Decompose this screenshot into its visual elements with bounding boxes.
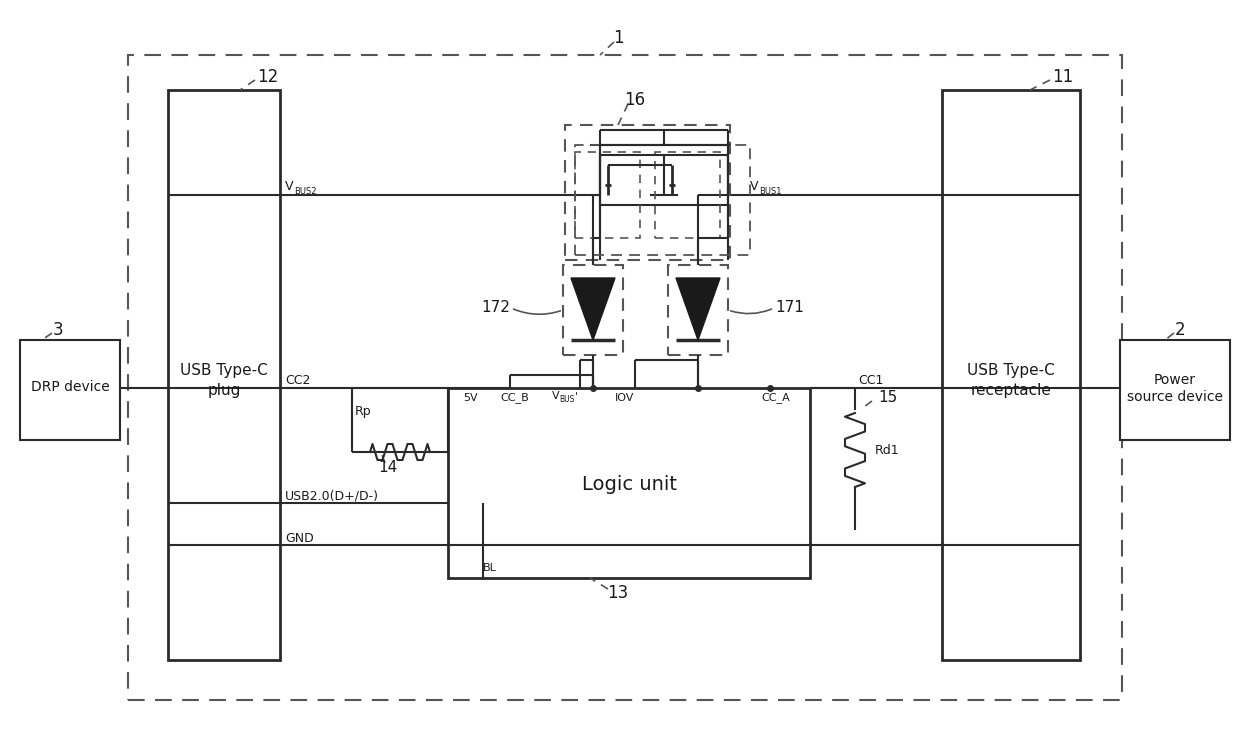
Text: 13: 13 <box>608 584 629 602</box>
Bar <box>575 152 640 238</box>
Text: 171: 171 <box>775 300 804 316</box>
Bar <box>1120 340 1230 440</box>
Bar <box>448 388 810 578</box>
Text: plug: plug <box>207 382 241 398</box>
Text: 12: 12 <box>258 68 279 86</box>
Polygon shape <box>676 278 720 340</box>
Text: CC_A: CC_A <box>761 393 790 404</box>
Text: USB2.0(D+/D-): USB2.0(D+/D-) <box>285 490 379 503</box>
Text: V: V <box>750 181 759 194</box>
Text: BUS1: BUS1 <box>759 187 781 197</box>
Text: Rp: Rp <box>355 405 372 418</box>
Text: 14: 14 <box>378 459 398 474</box>
Bar <box>575 145 750 255</box>
Bar <box>565 125 730 260</box>
Text: GND: GND <box>285 531 314 545</box>
Text: 16: 16 <box>625 91 646 109</box>
Polygon shape <box>570 278 615 340</box>
Text: CC1: CC1 <box>858 374 883 388</box>
Text: Power: Power <box>1154 373 1197 387</box>
Text: USB Type-C: USB Type-C <box>180 363 268 377</box>
Bar <box>563 265 622 355</box>
Bar <box>20 340 120 440</box>
Text: BL: BL <box>484 563 497 573</box>
Bar <box>128 55 1122 700</box>
Text: source device: source device <box>1127 390 1223 404</box>
Text: 15: 15 <box>878 390 898 405</box>
Text: 5V: 5V <box>463 393 477 403</box>
Text: CC_B: CC_B <box>500 393 528 404</box>
Text: Rd1: Rd1 <box>875 443 900 457</box>
Text: Logic unit: Logic unit <box>582 476 677 495</box>
Text: V: V <box>285 181 294 194</box>
Text: 1: 1 <box>613 29 624 47</box>
Bar <box>167 90 280 660</box>
Text: ': ' <box>575 391 578 401</box>
Text: CC2: CC2 <box>285 374 310 388</box>
Text: V: V <box>552 391 559 401</box>
Text: 2: 2 <box>1174 321 1185 339</box>
Bar <box>668 265 728 355</box>
Text: IOV: IOV <box>615 393 635 403</box>
Text: 11: 11 <box>1053 68 1074 86</box>
Text: BUS2: BUS2 <box>294 187 316 197</box>
Text: BUS: BUS <box>559 394 574 404</box>
Text: 172: 172 <box>481 300 510 316</box>
Bar <box>655 152 720 238</box>
Text: DRP device: DRP device <box>31 380 109 394</box>
Text: 3: 3 <box>52 321 63 339</box>
Text: USB Type-C: USB Type-C <box>967 363 1055 377</box>
Bar <box>942 90 1080 660</box>
Text: receptacle: receptacle <box>971 382 1052 398</box>
